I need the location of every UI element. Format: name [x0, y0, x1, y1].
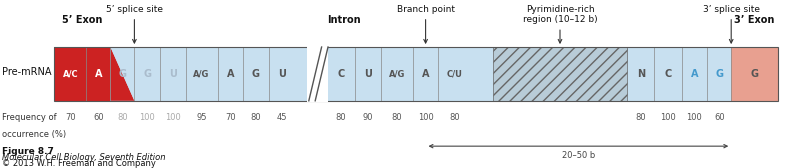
Text: Figure 8.7: Figure 8.7 [2, 147, 54, 156]
Text: G: G [750, 69, 758, 79]
Text: 80: 80 [335, 113, 346, 122]
Text: 100: 100 [418, 113, 434, 122]
Text: 80: 80 [391, 113, 402, 122]
Text: C: C [664, 69, 672, 79]
Text: 90: 90 [362, 113, 374, 122]
Text: G: G [252, 69, 260, 79]
Text: Intron: Intron [327, 15, 361, 25]
Bar [731, 47, 778, 101]
Text: 70: 70 [65, 113, 76, 122]
Text: 3’ Exon: 3’ Exon [734, 15, 774, 25]
Text: 80: 80 [117, 113, 128, 122]
Text: 80: 80 [250, 113, 262, 122]
Text: A/G: A/G [194, 69, 210, 78]
Text: Pre-mRNA: Pre-mRNA [2, 67, 51, 77]
Text: A: A [422, 69, 430, 79]
Text: A: A [226, 69, 234, 79]
Text: 70: 70 [225, 113, 236, 122]
Text: 100: 100 [686, 113, 702, 122]
Text: G: G [715, 69, 723, 79]
Bar [307, 45, 328, 102]
Text: C: C [337, 69, 345, 79]
Text: Pyrimidine-rich
region (10–12 b): Pyrimidine-rich region (10–12 b) [522, 5, 598, 43]
Text: 100: 100 [139, 113, 155, 122]
Bar [54, 47, 110, 101]
Bar [493, 47, 627, 101]
Text: A/C: A/C [62, 69, 78, 78]
Text: 60: 60 [93, 113, 104, 122]
Text: U: U [278, 69, 286, 79]
Text: Branch point: Branch point [397, 5, 454, 43]
Bar [54, 47, 778, 101]
Text: U: U [364, 69, 372, 79]
Text: N: N [637, 69, 645, 79]
Text: 100: 100 [660, 113, 676, 122]
Text: 5’ Exon: 5’ Exon [62, 15, 102, 25]
Text: G: G [143, 69, 151, 79]
Text: 100: 100 [165, 113, 181, 122]
Text: 95: 95 [196, 113, 207, 122]
Text: 80: 80 [449, 113, 460, 122]
Text: 5’ splice site: 5’ splice site [106, 5, 163, 43]
Text: A: A [94, 69, 102, 79]
Text: C/U: C/U [446, 69, 462, 78]
Polygon shape [110, 47, 134, 101]
Text: occurrence (%): occurrence (%) [2, 130, 66, 139]
Text: A/G: A/G [389, 69, 405, 78]
Text: © 2013 W.H. Freeman and Company: © 2013 W.H. Freeman and Company [2, 159, 155, 168]
Text: 60: 60 [714, 113, 725, 122]
Text: 45: 45 [276, 113, 287, 122]
Text: U: U [169, 69, 177, 79]
Text: Frequency of: Frequency of [2, 113, 56, 122]
Text: G: G [118, 69, 126, 79]
Text: 80: 80 [635, 113, 646, 122]
Text: Molecular Cell Biology, Seventh Edition: Molecular Cell Biology, Seventh Edition [2, 153, 165, 162]
Text: A: A [690, 69, 698, 79]
Polygon shape [110, 47, 134, 101]
Text: 20–50 b: 20–50 b [562, 151, 595, 160]
Text: 3’ splice site: 3’ splice site [702, 5, 760, 43]
Bar [54, 47, 778, 101]
